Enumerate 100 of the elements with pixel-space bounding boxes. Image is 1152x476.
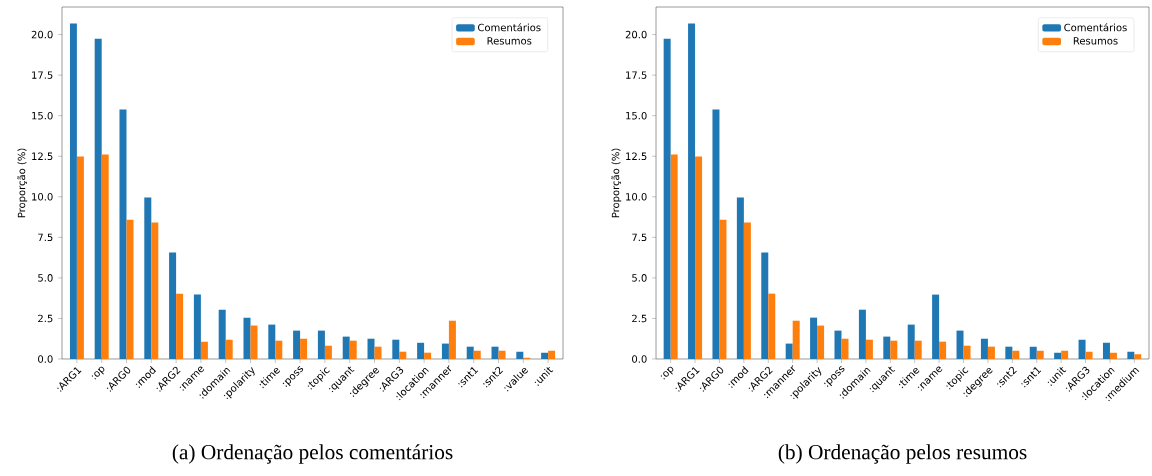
bar [785, 343, 793, 359]
bar [243, 317, 251, 359]
bar [939, 341, 947, 359]
y-tick-label: 15.0 [32, 111, 53, 120]
bar [466, 346, 474, 359]
bar [963, 345, 971, 359]
bar [548, 350, 556, 359]
bar [688, 23, 696, 359]
bar [1109, 352, 1117, 359]
bar [176, 293, 184, 359]
x-tick-label: :op [91, 366, 105, 380]
y-tick-label: 12.5 [626, 152, 647, 161]
bar [1029, 346, 1037, 359]
bar [225, 339, 233, 359]
bar [1078, 339, 1086, 359]
bar [817, 325, 825, 359]
bar [144, 197, 152, 359]
bar [498, 350, 506, 359]
bar [761, 252, 769, 359]
bar [275, 340, 283, 359]
bar [374, 346, 382, 359]
bar [1061, 350, 1069, 359]
bar [473, 350, 481, 359]
y-tick-label: 20.0 [625, 30, 647, 39]
y-axis-title: Proporção (%) [611, 148, 622, 218]
bar [695, 156, 703, 359]
bar [119, 109, 127, 359]
y-tick-label: 5.0 [632, 274, 647, 282]
bar [69, 23, 77, 359]
bar [94, 38, 102, 359]
bar [907, 324, 915, 359]
bar [349, 340, 357, 359]
bar [399, 351, 407, 359]
bar [417, 342, 425, 359]
text: (b) Ordenação pelos resumos [778, 444, 1027, 464]
bar [1127, 351, 1135, 359]
legend-label: Resumos [1073, 37, 1118, 45]
bar [736, 197, 744, 359]
bar [218, 309, 226, 359]
bar [126, 219, 134, 359]
legend-label: Comentários [1064, 23, 1127, 32]
bar [300, 338, 308, 359]
y-tick-label: 0.0 [632, 355, 647, 363]
y-tick-label: 5.0 [38, 274, 53, 282]
bar [324, 345, 332, 359]
bar [169, 252, 177, 359]
bar [883, 336, 891, 359]
bar [101, 154, 109, 359]
y-tick-label: 10.0 [32, 193, 53, 201]
bar [441, 343, 449, 359]
bar [1134, 354, 1142, 359]
bar [200, 341, 208, 359]
bar [1054, 352, 1062, 359]
bar [76, 156, 84, 359]
bar [743, 222, 751, 359]
bar [1012, 350, 1020, 359]
bar [663, 38, 671, 359]
bar [956, 330, 964, 359]
bar [1102, 342, 1110, 359]
bar [768, 293, 776, 359]
bar [516, 351, 524, 359]
bar [491, 346, 499, 359]
bar [293, 330, 301, 359]
bar [841, 338, 849, 359]
y-tick-label: 7.5 [632, 233, 647, 242]
bar [890, 340, 898, 359]
text: (a) Ordenação pelos comentários [172, 444, 453, 464]
bar [670, 154, 678, 359]
bar [865, 339, 873, 359]
bar [792, 320, 800, 359]
y-tick-label: 2.5 [38, 314, 53, 323]
bar [712, 109, 720, 359]
y-axis-title: Proporção (%) [17, 148, 28, 218]
x-tick-label: :op [660, 366, 674, 380]
bar [810, 317, 818, 359]
bar [932, 294, 940, 359]
bar [424, 352, 432, 359]
bar [1005, 346, 1013, 359]
y-tick-label: 0.0 [38, 355, 53, 363]
y-tick-label: 17.5 [32, 71, 53, 79]
legend-label: Resumos [487, 37, 532, 45]
bar [342, 336, 350, 359]
y-tick-label: 20.0 [31, 30, 53, 39]
y-tick-label: 2.5 [632, 314, 647, 323]
bar [448, 320, 456, 359]
bar [268, 324, 276, 359]
bar [151, 222, 159, 359]
bar [317, 330, 325, 359]
bar [1036, 350, 1044, 359]
bar [1085, 351, 1093, 359]
y-tick-label: 15.0 [626, 111, 647, 120]
bar [987, 346, 995, 359]
bar [392, 339, 400, 359]
y-tick-label: 17.5 [626, 71, 647, 79]
bar [250, 325, 258, 359]
bar [914, 340, 922, 359]
y-tick-label: 7.5 [38, 233, 53, 242]
bar [367, 338, 375, 359]
y-tick-label: 10.0 [626, 193, 647, 201]
bar [858, 309, 866, 359]
